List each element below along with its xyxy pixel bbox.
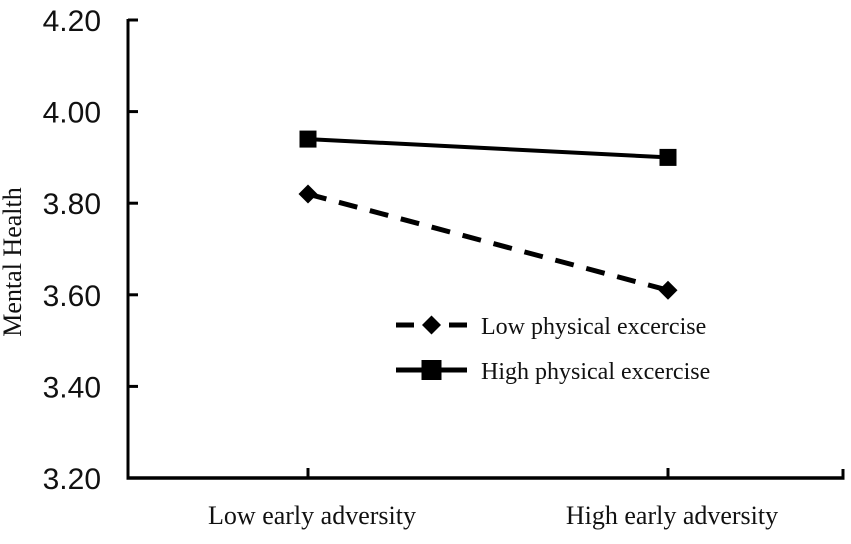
y-tick-label-3.60: 3.60 xyxy=(43,280,101,313)
legend-item-high-physical-excercise: High physical excercise xyxy=(396,359,710,385)
marker-high-physical-excercise-high-early-adversity xyxy=(659,148,677,166)
y-tick-label-3.20: 3.20 xyxy=(43,463,101,496)
y-tick-label-4.20: 4.20 xyxy=(43,5,101,38)
legend-item-low-physical-excercise: Low physical excercise xyxy=(396,314,706,340)
y-ticks xyxy=(128,18,138,388)
y-tick-label-3.80: 3.80 xyxy=(43,188,101,221)
y-tick-labels: 3.20 3.40 3.60 3.80 4.00 4.20 xyxy=(43,5,101,496)
series-line-high-physical-excercise xyxy=(307,137,669,160)
legend-label-high-physical-excercise: High physical excercise xyxy=(481,359,710,385)
x-tick-labels: Low early adversity High early adversity xyxy=(208,501,778,530)
series-line-low-physical-excercise xyxy=(307,191,669,293)
legend-diamond-marker-icon xyxy=(422,315,441,335)
series-high-physical-excercise xyxy=(299,130,677,166)
legend-label-low-physical-excercise: Low physical excercise xyxy=(481,314,706,340)
series-low-physical-excercise xyxy=(298,184,678,300)
marker-low-physical-excercise-high-early-adversity xyxy=(658,280,678,300)
y-tick-label-4.00: 4.00 xyxy=(43,97,101,130)
y-tick-label-3.40: 3.40 xyxy=(43,371,101,404)
legend: Low physical excercise High physical exce… xyxy=(396,314,710,385)
y-axis-title: Mental Health xyxy=(0,187,27,336)
x-tick-label-low-early-adversity: Low early adversity xyxy=(208,501,416,530)
marker-high-physical-excercise-low-early-adversity xyxy=(299,130,317,148)
axes xyxy=(126,19,845,480)
x-tick-label-high-early-adversity: High early adversity xyxy=(566,501,778,530)
marker-low-physical-excercise-low-early-adversity xyxy=(298,184,318,204)
legend-square-marker-icon xyxy=(421,360,442,380)
x-ticks xyxy=(306,468,670,478)
